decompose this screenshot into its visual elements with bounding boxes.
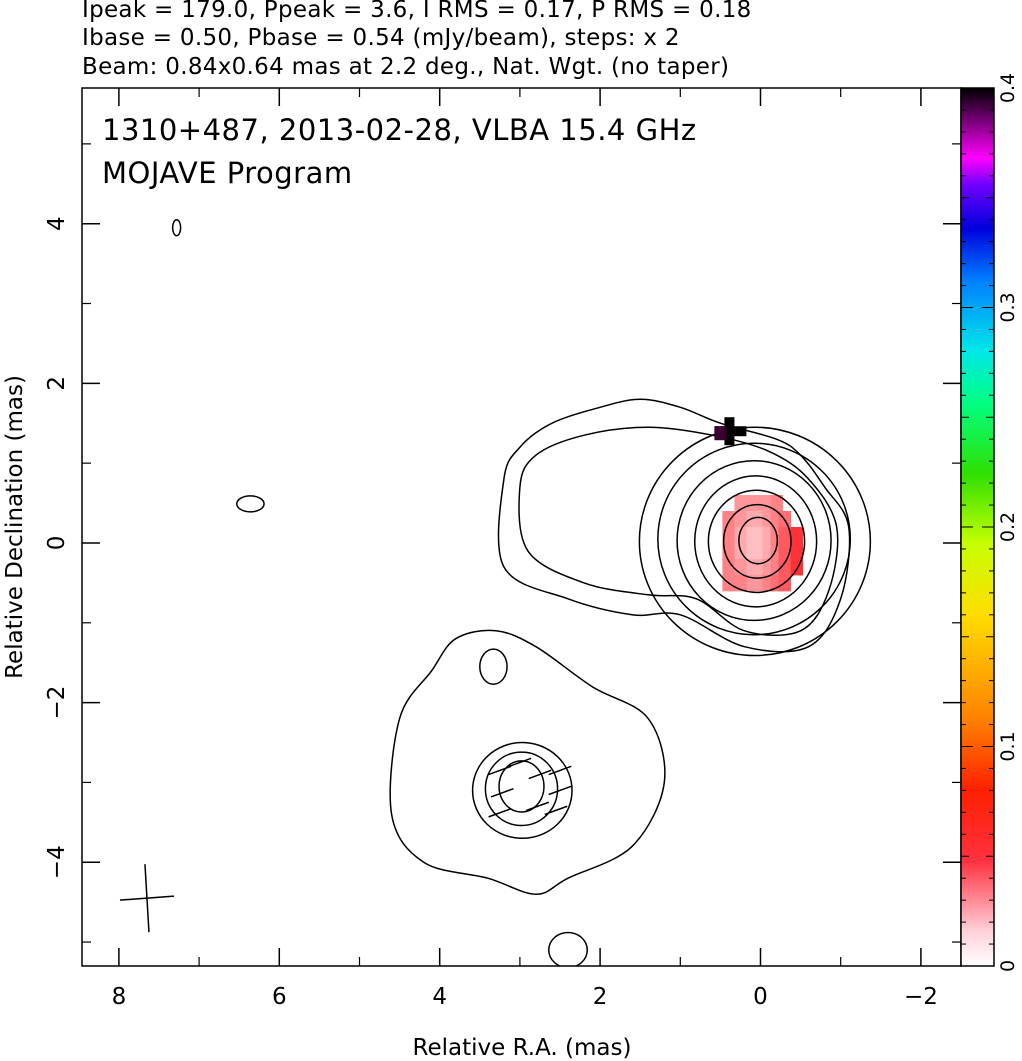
contour-core-l2 xyxy=(657,442,852,636)
header-line-2: Ibase = 0.50, Pbase = 0.54 (mJy/beam), s… xyxy=(82,25,680,51)
contour-core-l6 xyxy=(722,503,792,579)
x-tick-label: 0 xyxy=(753,984,768,1010)
x-tick-label: −2 xyxy=(904,984,938,1010)
peak-marker-pixel xyxy=(714,426,727,441)
pol-vector xyxy=(526,801,550,812)
colorbar-tick-label: 0.1 xyxy=(997,731,1019,761)
header-line-3: Beam: 0.84x0.64 mas at 2.2 deg., Nat. Wg… xyxy=(82,54,729,80)
x-tick-label: 2 xyxy=(593,984,608,1010)
contour-blob-bottom xyxy=(548,931,589,966)
pol-pixel xyxy=(790,542,804,560)
contour-core-l1b xyxy=(518,426,839,637)
contour-core-l4 xyxy=(693,475,818,608)
pol-vector xyxy=(548,785,572,796)
x-tick-label: 4 xyxy=(432,984,447,1010)
pol-pixel xyxy=(790,527,804,544)
y-tick-label: 2 xyxy=(44,376,70,391)
pol-vector xyxy=(508,757,532,768)
pol-pixel xyxy=(734,574,747,592)
contour-knot-l2 xyxy=(471,741,573,840)
pol-pixel xyxy=(722,558,735,576)
y-tick-label: −4 xyxy=(44,845,70,879)
contour-knot-outer xyxy=(389,629,666,895)
peak-marker-vertical xyxy=(724,417,735,446)
pol-vector xyxy=(548,765,572,776)
x-tick-label: 6 xyxy=(272,984,287,1010)
pol-vector xyxy=(490,787,514,798)
header-line-1: Ipeak = 179.0, Ppeak = 3.6, I RMS = 0.17… xyxy=(82,0,752,23)
contour-core-outer xyxy=(497,398,851,653)
contour-blob-small xyxy=(479,648,508,685)
pol-pixel xyxy=(722,511,735,528)
pol-pixel xyxy=(770,495,784,512)
y-axis-label: Relative Declination (mas) xyxy=(2,375,28,679)
beam-major-axis xyxy=(144,864,150,933)
contour-core-l7 xyxy=(738,516,779,565)
pol-vector xyxy=(544,805,568,816)
y-tick-label: 0 xyxy=(44,536,70,551)
pol-pixel xyxy=(734,511,747,528)
contour-blob-upper-left xyxy=(171,218,182,237)
source-annotation: 1310+487, 2013-02-28, VLBA 15.4 GHz xyxy=(102,113,697,147)
contour-knot-l4 xyxy=(498,760,545,813)
pol-vector xyxy=(488,765,512,776)
pol-pixel xyxy=(734,527,747,544)
contour-core-l1 xyxy=(638,426,872,657)
contour-knot-l3 xyxy=(484,751,559,827)
contour-blob-left xyxy=(236,495,265,513)
pol-vector xyxy=(528,769,552,780)
x-tick-label: 8 xyxy=(112,984,127,1010)
pol-pixel xyxy=(778,527,792,544)
contour-core-l3 xyxy=(676,460,832,622)
y-tick-label: −2 xyxy=(44,686,70,720)
x-axis-label: Relative R.A. (mas) xyxy=(413,1035,632,1061)
colorbar-tick-label: 0.3 xyxy=(997,292,1019,322)
contour-core-l5 xyxy=(707,489,806,594)
colorbar-tick-label: 0.2 xyxy=(997,512,1019,542)
pol-vector xyxy=(488,807,512,818)
program-annotation: MOJAVE Program xyxy=(102,156,353,190)
colorbar-tick-label: 0.4 xyxy=(997,73,1019,103)
pol-pixel xyxy=(778,558,792,576)
y-tick-label: 4 xyxy=(44,216,70,231)
plot-frame xyxy=(81,87,962,967)
colorbar-tick-label: 0 xyxy=(997,960,1019,972)
